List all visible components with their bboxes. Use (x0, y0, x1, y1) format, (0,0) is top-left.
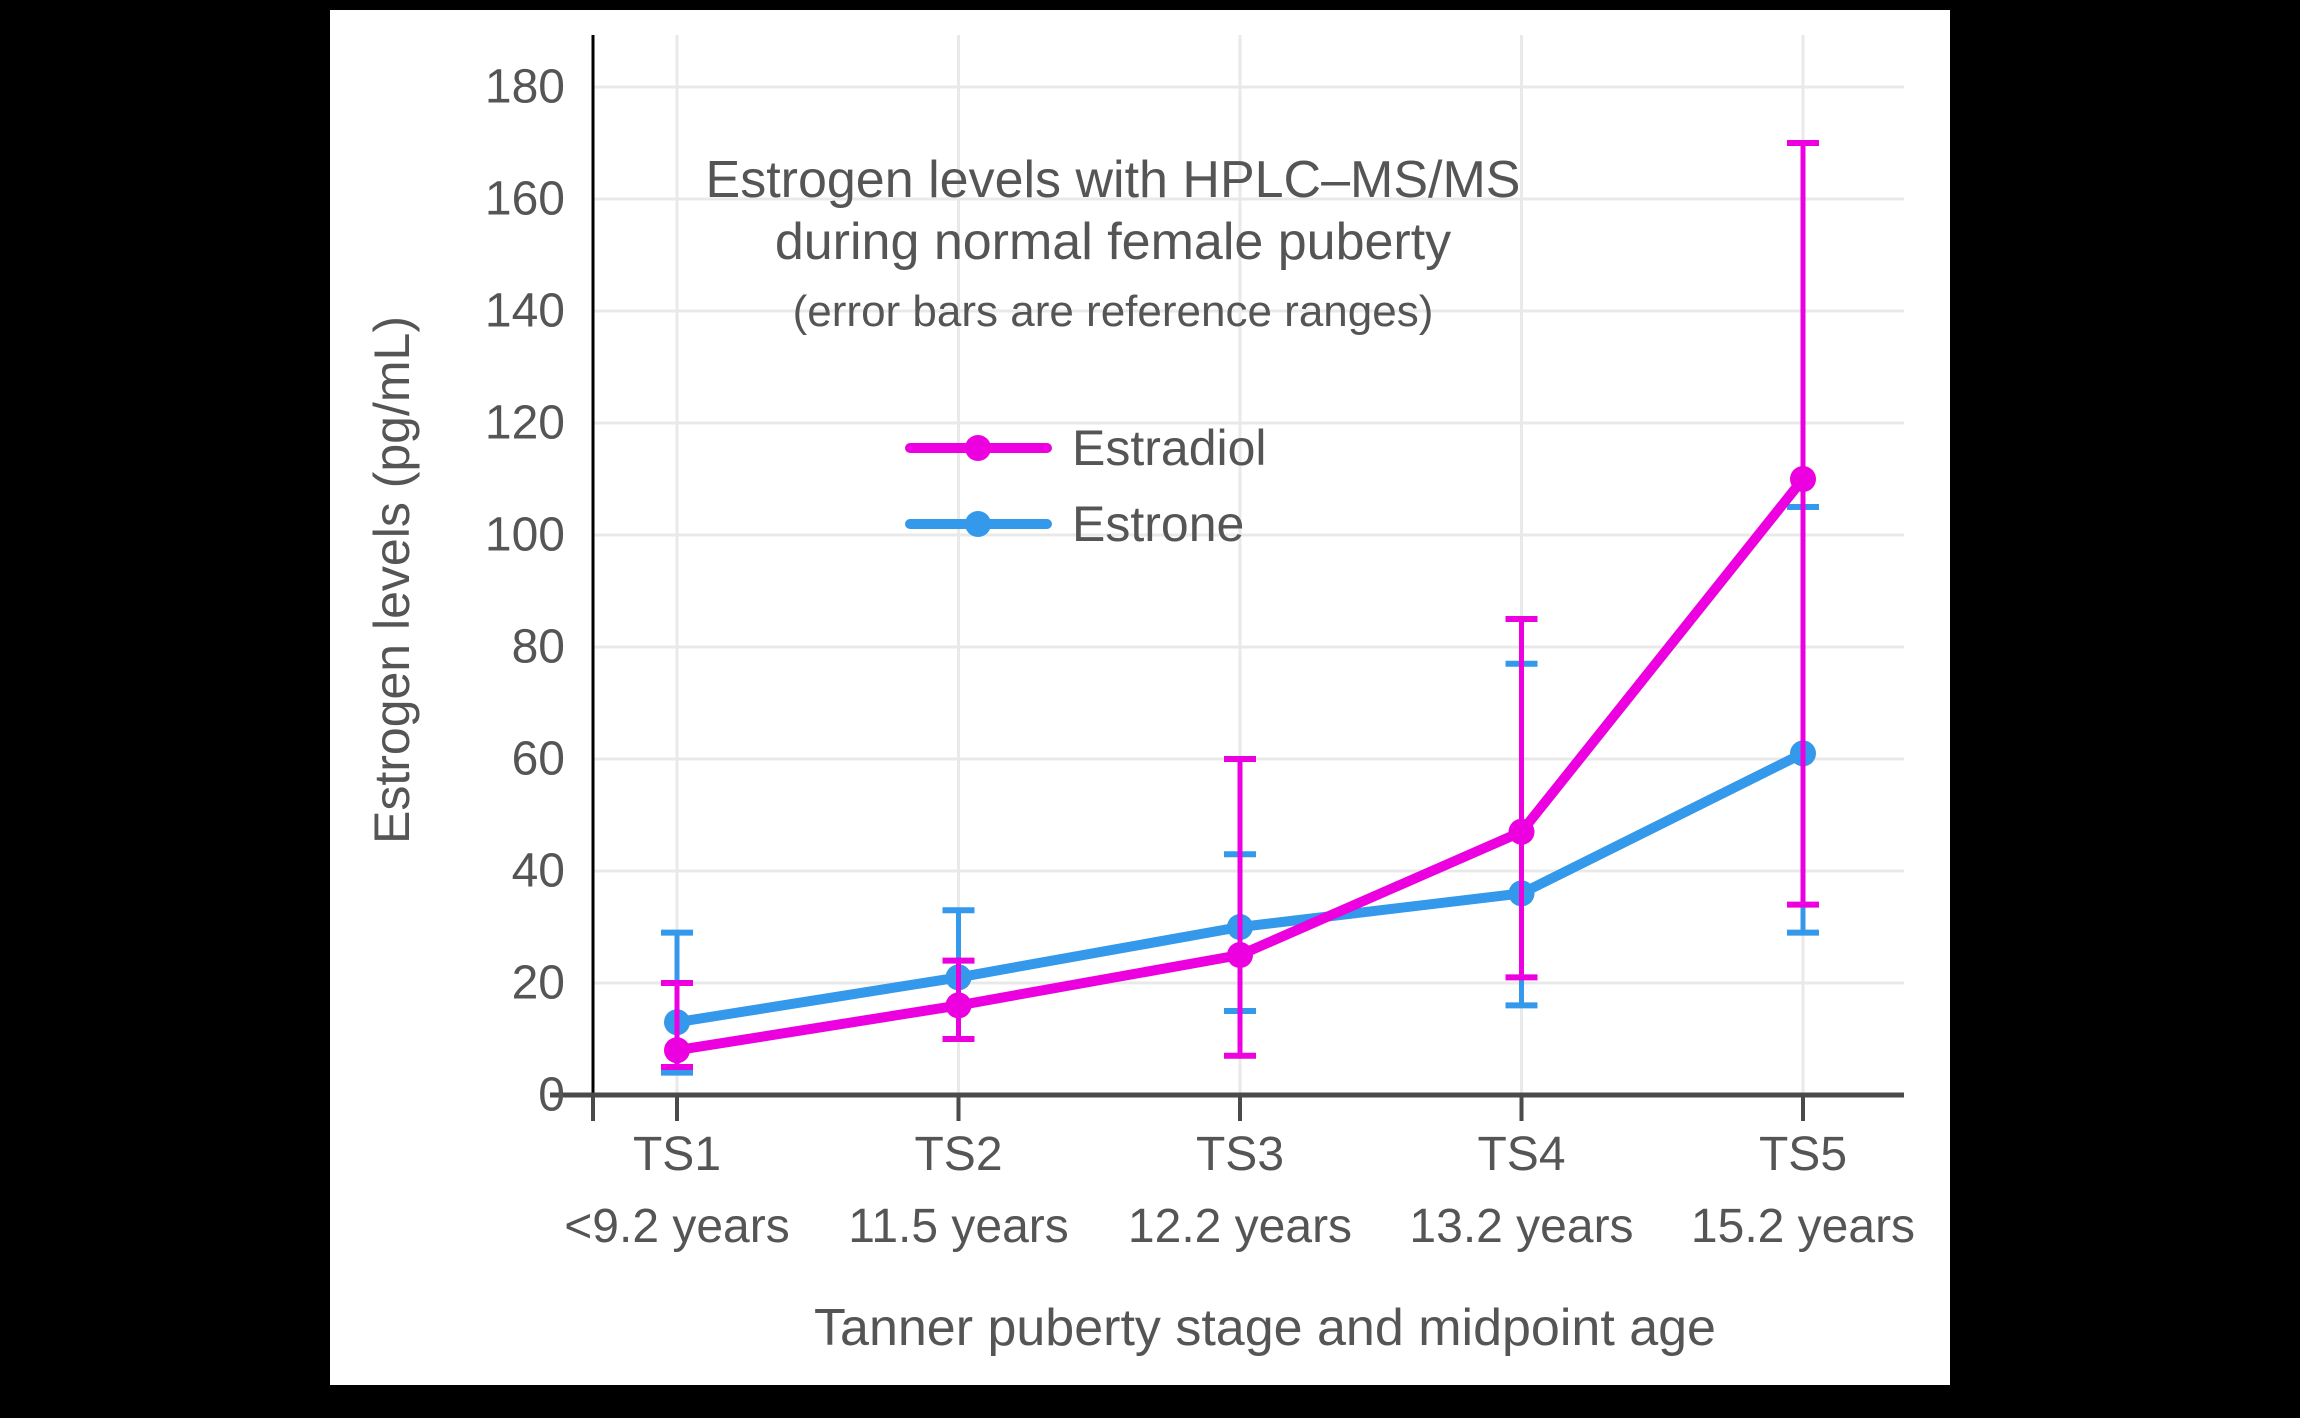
legend-item-estrone: Estrone (905, 486, 1267, 562)
y-tick-label: 80 (512, 621, 565, 674)
chart-title-line1: Estrogen levels with HPLC–MS/MS (705, 151, 1521, 209)
estradiol-marker-icon (905, 410, 1052, 486)
x-axis-title: Tanner puberty stage and midpoint age (814, 1299, 1716, 1357)
y-tick-label: 160 (485, 173, 565, 226)
estradiol-point (664, 1037, 690, 1064)
x-tick-stage-label: TS5 (1759, 1128, 1847, 1181)
x-tick-stage-label: TS1 (633, 1128, 721, 1181)
legend: Estradiol Estrone (905, 410, 1267, 562)
y-tick-label: 180 (485, 61, 565, 114)
plot-area: 0 20 40 60 80 100 120 140 160 180 TS1 <9.2 years TS2… (485, 35, 1915, 1253)
y-axis-title: Estrogen levels (pg/mL) (364, 315, 420, 845)
y-tick-label: 40 (512, 845, 565, 898)
chart-panel: 0 20 40 60 80 100 120 140 160 180 TS1 <9.2 years TS2… (330, 10, 1950, 1385)
legend-label-estradiol: Estradiol (1072, 420, 1267, 476)
estrone-marker-icon (905, 486, 1052, 562)
y-tick-label: 120 (485, 397, 565, 450)
chart-title-line2: during normal female puberty (774, 213, 1452, 271)
legend-label-estrone: Estrone (1072, 496, 1245, 552)
y-tick-label: 140 (485, 285, 565, 338)
y-tick-label: 100 (485, 509, 565, 562)
y-tick-label: 60 (512, 733, 565, 786)
estradiol-point (1227, 942, 1253, 968)
estradiol-point (1790, 466, 1816, 492)
estradiol-point (1508, 818, 1535, 845)
x-tick-age-label: 12.2 years (1128, 1200, 1352, 1253)
x-tick-stage-label: TS4 (1477, 1128, 1565, 1181)
x-tick-stage-label: TS2 (914, 1128, 1002, 1181)
y-tick-label: 20 (512, 957, 565, 1010)
x-tick-stage-label: TS3 (1196, 1128, 1284, 1181)
chart-subtitle: (error bars are reference ranges) (792, 287, 1434, 336)
x-tick-age-label: 15.2 years (1691, 1200, 1915, 1253)
legend-item-estradiol: Estradiol (905, 410, 1267, 486)
y-tick-label: 0 (538, 1069, 565, 1122)
estradiol-point (945, 992, 972, 1019)
x-tick-age-label: 11.5 years (848, 1200, 1069, 1253)
x-tick-age-label: 13.2 years (1409, 1200, 1633, 1253)
x-tick-age-label: <9.2 years (564, 1200, 789, 1253)
